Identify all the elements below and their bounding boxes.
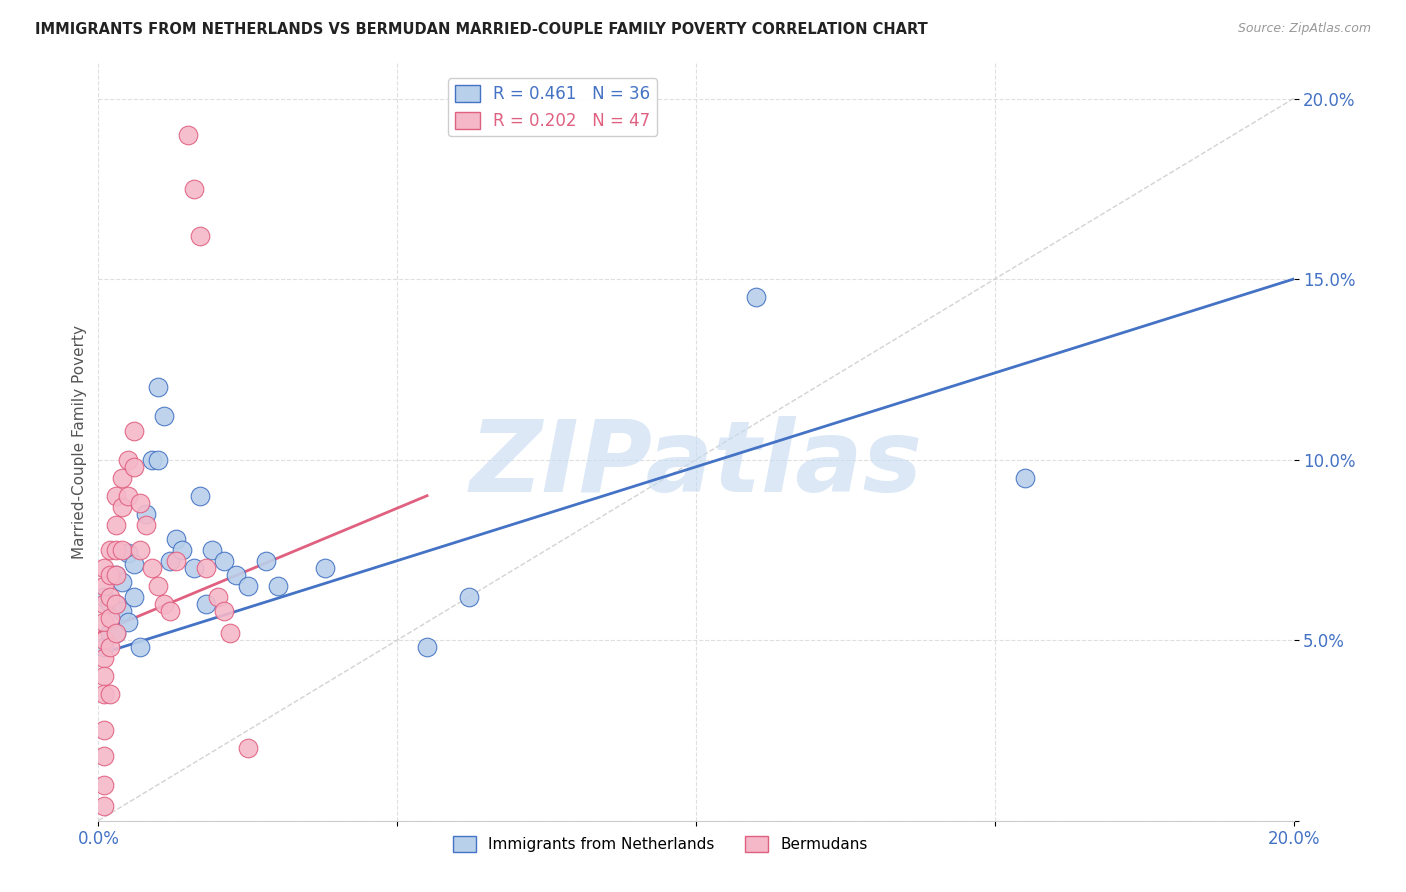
Point	[111, 500, 134, 514]
Point	[416, 640, 439, 655]
Point	[124, 590, 146, 604]
Point	[93, 748, 115, 763]
Point	[135, 507, 157, 521]
Point	[254, 554, 277, 568]
Point	[201, 542, 224, 557]
Point	[98, 640, 122, 655]
Text: IMMIGRANTS FROM NETHERLANDS VS BERMUDAN MARRIED-COUPLE FAMILY POVERTY CORRELATIO: IMMIGRANTS FROM NETHERLANDS VS BERMUDAN …	[35, 22, 928, 37]
Point	[98, 611, 122, 625]
Point	[153, 597, 176, 611]
Point	[153, 409, 176, 424]
Point	[93, 651, 115, 665]
Point	[745, 290, 768, 304]
Point	[135, 517, 157, 532]
Point	[188, 228, 211, 243]
Point	[105, 568, 128, 582]
Point	[117, 452, 139, 467]
Point	[93, 561, 115, 575]
Point	[117, 546, 139, 560]
Point	[141, 452, 163, 467]
Text: Source: ZipAtlas.com: Source: ZipAtlas.com	[1237, 22, 1371, 36]
Point	[1014, 470, 1036, 484]
Point	[159, 554, 181, 568]
Point	[111, 470, 134, 484]
Point	[98, 687, 122, 701]
Point	[111, 575, 134, 590]
Point	[98, 590, 122, 604]
Point	[111, 542, 134, 557]
Point	[267, 579, 290, 593]
Point	[93, 799, 115, 814]
Point	[93, 723, 115, 738]
Point	[141, 561, 163, 575]
Point	[148, 452, 170, 467]
Point	[105, 626, 128, 640]
Point	[93, 778, 115, 792]
Point	[195, 561, 218, 575]
Point	[236, 579, 259, 593]
Point	[117, 489, 139, 503]
Point	[93, 669, 115, 683]
Point	[98, 626, 122, 640]
Point	[111, 604, 134, 618]
Point	[93, 640, 115, 655]
Point	[105, 626, 128, 640]
Point	[458, 590, 481, 604]
Point	[225, 568, 247, 582]
Point	[105, 597, 128, 611]
Point	[93, 687, 115, 701]
Point	[129, 496, 152, 510]
Point	[117, 615, 139, 629]
Point	[124, 424, 146, 438]
Point	[93, 615, 115, 629]
Point	[207, 590, 229, 604]
Point	[105, 542, 128, 557]
Text: ZIPatlas: ZIPatlas	[470, 416, 922, 513]
Point	[315, 561, 337, 575]
Point	[93, 597, 115, 611]
Point	[159, 604, 181, 618]
Point	[195, 597, 218, 611]
Point	[177, 128, 200, 142]
Point	[124, 558, 146, 572]
Point	[183, 561, 205, 575]
Point	[98, 568, 122, 582]
Point	[124, 459, 146, 474]
Point	[98, 542, 122, 557]
Point	[165, 554, 187, 568]
Point	[98, 597, 122, 611]
Point	[105, 568, 128, 582]
Point	[172, 542, 194, 557]
Point	[188, 489, 211, 503]
Y-axis label: Married-Couple Family Poverty: Married-Couple Family Poverty	[72, 325, 87, 558]
Point	[212, 554, 235, 568]
Point	[105, 489, 128, 503]
Point	[129, 542, 152, 557]
Point	[105, 597, 128, 611]
Point	[93, 633, 115, 648]
Point	[129, 640, 152, 655]
Point	[236, 741, 259, 756]
Point	[105, 517, 128, 532]
Point	[165, 532, 187, 546]
Point	[183, 182, 205, 196]
Point	[212, 604, 235, 618]
Point	[148, 579, 170, 593]
Point	[93, 579, 115, 593]
Point	[93, 590, 115, 604]
Point	[148, 380, 170, 394]
Legend: Immigrants from Netherlands, Bermudans: Immigrants from Netherlands, Bermudans	[447, 830, 873, 858]
Point	[219, 626, 242, 640]
